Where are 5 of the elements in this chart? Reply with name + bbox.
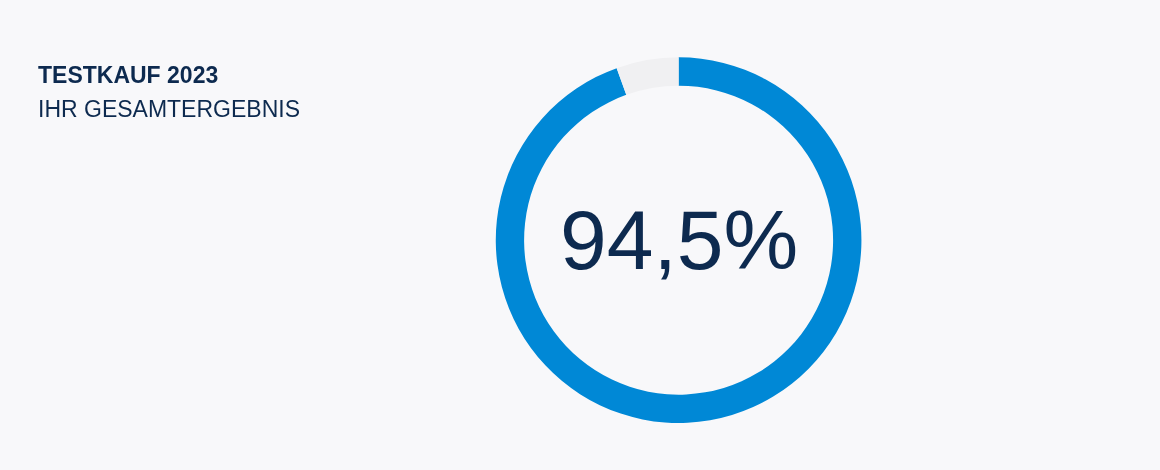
- donut-slice: [496, 57, 862, 423]
- text: TESTKAUF 2023: [38, 62, 219, 88]
- text: 94,5%: [560, 193, 799, 287]
- text: IHR GESAMTERGEBNIS: [38, 96, 300, 122]
- donut-slice: [616, 57, 679, 95]
